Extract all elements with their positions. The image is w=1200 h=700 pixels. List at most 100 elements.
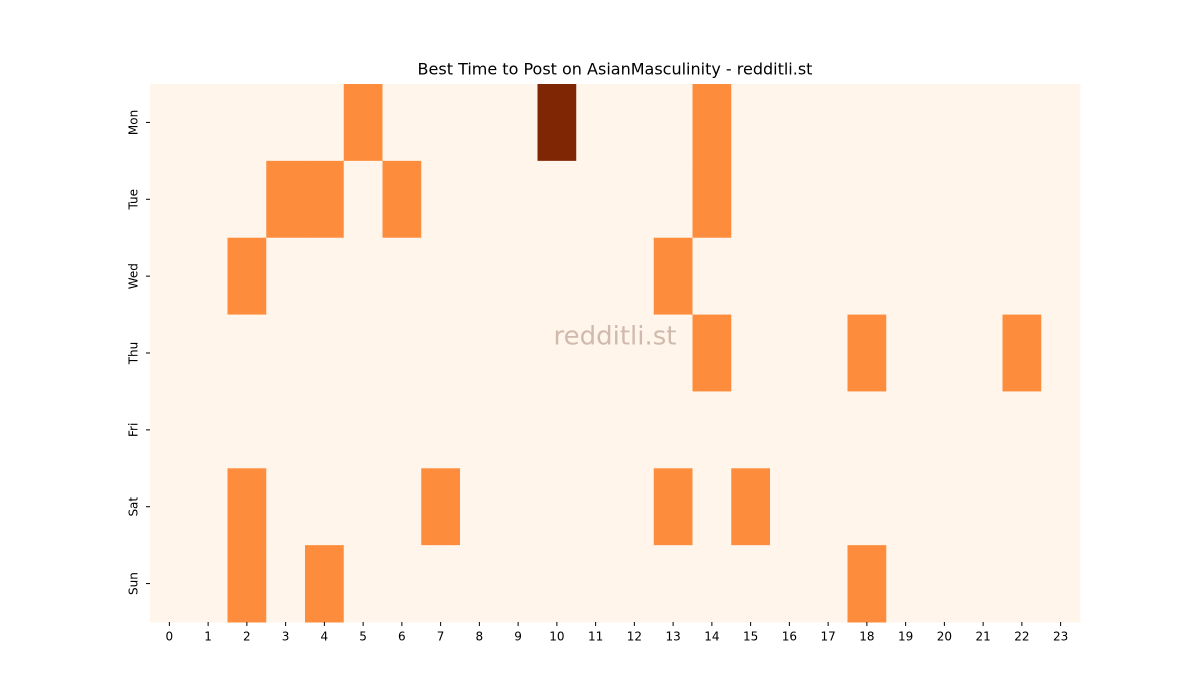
heat-cell — [653, 468, 693, 546]
heat-cell — [498, 391, 538, 469]
heat-cell — [615, 391, 655, 469]
heat-cell — [847, 468, 887, 546]
heat-cell — [963, 84, 1003, 162]
x-tick-label: 11 — [588, 630, 603, 644]
heat-cell — [925, 314, 965, 392]
heat-cell — [692, 84, 732, 162]
heat-cell — [498, 84, 538, 162]
heat-cell — [770, 237, 810, 316]
heat-cell — [382, 545, 422, 623]
heat-cell — [227, 160, 267, 239]
heat-cell — [343, 84, 383, 162]
heat-cell — [925, 391, 965, 469]
heat-cell — [886, 468, 926, 546]
heat-cell — [692, 160, 732, 239]
heat-cell — [615, 468, 655, 546]
heat-cell — [808, 84, 848, 162]
heat-cell — [382, 314, 422, 392]
heat-cell — [305, 237, 345, 316]
x-tick-label: 5 — [359, 630, 367, 644]
x-tick-label: 22 — [1014, 630, 1029, 644]
heat-cell — [1002, 545, 1042, 623]
heat-cell — [808, 314, 848, 392]
heat-cell — [576, 391, 616, 469]
heat-cell — [266, 314, 306, 392]
heat-cell — [1002, 160, 1042, 239]
heat-cell — [615, 160, 655, 239]
heat-cell — [770, 468, 810, 546]
heat-cell — [1041, 314, 1081, 392]
heat-cell — [925, 237, 965, 316]
heat-cell — [576, 84, 616, 162]
heat-cell — [227, 468, 267, 546]
heat-cell — [227, 545, 267, 623]
heat-cell — [421, 545, 461, 623]
heat-cell — [537, 545, 577, 623]
heat-cell — [925, 84, 965, 162]
y-tick-label: Mon — [127, 110, 141, 135]
heat-cell — [460, 84, 500, 162]
heat-cell — [382, 468, 422, 546]
x-tick-label: 10 — [549, 630, 564, 644]
x-tick-label: 21 — [975, 630, 990, 644]
heat-cell — [188, 468, 228, 546]
heat-cell — [808, 545, 848, 623]
heat-cell — [421, 160, 461, 239]
heat-cell — [150, 545, 190, 623]
heat-cell — [886, 391, 926, 469]
heat-cell — [653, 237, 693, 316]
x-tick-label: 7 — [437, 630, 445, 644]
heat-cell — [576, 314, 616, 392]
heat-cell — [305, 391, 345, 469]
heat-cell — [343, 545, 383, 623]
x-tick-label: 3 — [282, 630, 290, 644]
heat-cell — [537, 314, 577, 392]
heat-cell — [537, 468, 577, 546]
heat-cell — [653, 545, 693, 623]
x-tick-label: 20 — [937, 630, 952, 644]
x-tick-label: 2 — [243, 630, 251, 644]
heat-cell — [266, 160, 306, 239]
heat-cell — [266, 391, 306, 469]
heat-cell — [770, 314, 810, 392]
heat-cell — [886, 545, 926, 623]
y-tick-label: Fri — [127, 423, 141, 437]
heat-cell — [188, 314, 228, 392]
heat-cell — [498, 468, 538, 546]
heat-cell — [770, 545, 810, 623]
heat-cell — [653, 84, 693, 162]
heat-cell — [150, 237, 190, 316]
heat-cell — [460, 545, 500, 623]
x-tick-label: 12 — [627, 630, 642, 644]
x-tick-label: 23 — [1053, 630, 1068, 644]
heat-cell — [460, 468, 500, 546]
x-tick-label: 13 — [665, 630, 680, 644]
heat-cell — [460, 237, 500, 316]
heat-cell — [150, 314, 190, 392]
x-tick-label: 9 — [514, 630, 522, 644]
heat-cell — [188, 545, 228, 623]
heat-cell — [1002, 468, 1042, 546]
heat-cell — [653, 160, 693, 239]
x-tick-label: 0 — [166, 630, 174, 644]
heat-cell — [382, 237, 422, 316]
heat-cell — [1041, 84, 1081, 162]
heat-cell — [343, 468, 383, 546]
heat-cell — [227, 237, 267, 316]
heat-cell — [343, 314, 383, 392]
heat-cell — [808, 160, 848, 239]
heat-cell — [963, 391, 1003, 469]
heat-cell — [576, 545, 616, 623]
heat-cell — [808, 391, 848, 469]
heat-cell — [498, 314, 538, 392]
x-tick-label: 16 — [782, 630, 797, 644]
heat-cell — [460, 314, 500, 392]
heat-cell — [343, 391, 383, 469]
heat-cell — [731, 237, 771, 316]
heat-cell — [653, 391, 693, 469]
heat-cell — [731, 84, 771, 162]
heat-cell — [808, 468, 848, 546]
heat-cell — [421, 84, 461, 162]
heat-cell — [615, 314, 655, 392]
heat-cell — [498, 545, 538, 623]
